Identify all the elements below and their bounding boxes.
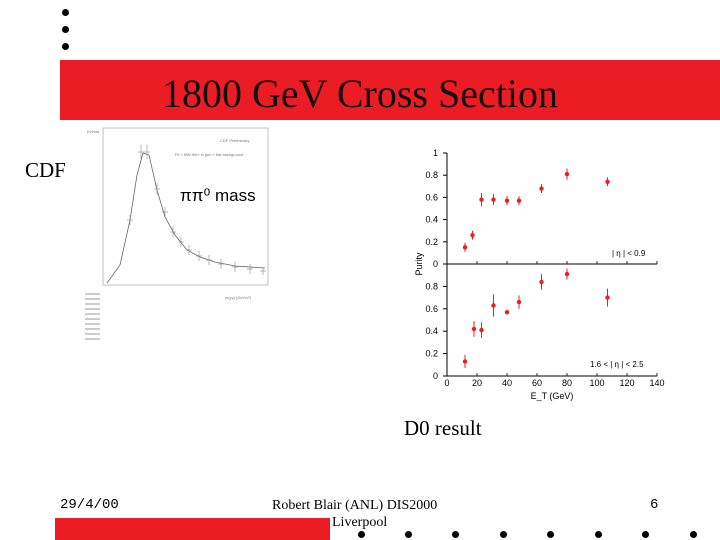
d0-purity-plot: 0 0.2 0.4 0.6 0.8 1 | η | < 0.9 0 0.2 0.4 0.6 0.8 1.… xyxy=(414,148,665,401)
d0-y-tick-label: 0.4 xyxy=(425,215,438,225)
d0-data-point xyxy=(564,171,570,177)
d0-y-tick-label: 0 xyxy=(433,259,438,269)
cdf-label: CDF xyxy=(25,158,66,182)
d0-data-point xyxy=(462,245,468,250)
footer-dot xyxy=(405,531,412,538)
bullet-dot xyxy=(62,26,69,33)
d0-data-point xyxy=(462,359,468,364)
d0-x-tick-label: 60 xyxy=(532,378,542,388)
d0-y-tick-label: 0.2 xyxy=(425,237,438,247)
cdf-fit-curve xyxy=(106,152,266,284)
pi-mass-label: ππ⁰ mass xyxy=(180,186,256,205)
footer-author: Robert Blair (ANL) DIS2000 Liverpool xyxy=(272,497,452,531)
d0-data-point xyxy=(479,197,484,202)
d0-data-point xyxy=(491,303,496,308)
d0-data-point xyxy=(539,279,544,285)
footer-dot xyxy=(500,531,507,538)
d0-y-tick-label: 0.4 xyxy=(425,326,438,336)
d0-caption: D0 result xyxy=(404,416,482,440)
d0-x-tick-label: 80 xyxy=(562,378,572,388)
d0-region-label: 1.6 < | η | < 2.5 xyxy=(590,360,644,369)
cdf-ylabel: Events xyxy=(87,129,99,134)
d0-data-point xyxy=(516,198,522,203)
d0-x-tick-label: 100 xyxy=(589,378,604,388)
d0-data-point xyxy=(479,327,484,333)
d0-y-tick-label: 0.8 xyxy=(425,281,438,291)
d0-data-point xyxy=(564,271,570,277)
d0-data-point xyxy=(605,295,610,300)
d0-y-tick-label: 0 xyxy=(433,371,438,381)
title-band xyxy=(60,60,720,120)
d0-y-tick-label: 0.6 xyxy=(425,192,438,202)
footer-dot xyxy=(690,531,697,538)
cdf-mass-plot: Events CDF Preliminary Fit = BW Bkt+ N g… xyxy=(85,127,269,340)
d0-y-label: Purity xyxy=(414,252,424,276)
d0-data-point xyxy=(470,232,475,238)
cdf-plot-frame xyxy=(102,127,269,286)
d0-data-point xyxy=(491,197,496,202)
d0-y-tick-label: 1 xyxy=(433,148,438,158)
footer-author-line1: Robert Blair (ANL) DIS2000 xyxy=(272,498,438,513)
d0-x-tick-label: 140 xyxy=(649,378,664,388)
d0-x-tick-label: 20 xyxy=(472,378,482,388)
d0-data-point xyxy=(605,179,610,185)
slide-title: 1800 GeV Cross Section xyxy=(162,71,558,116)
d0-data-point xyxy=(504,309,510,315)
d0-x-tick-label: 120 xyxy=(619,378,634,388)
footer-dot xyxy=(642,531,649,538)
footer-author-line2: Liverpool xyxy=(332,515,388,530)
footer-dot xyxy=(547,531,554,538)
d0-x-label: E_T (GeV) xyxy=(531,391,574,401)
d0-data-point xyxy=(504,198,510,203)
d0-x-tick-label: 0 xyxy=(444,378,449,388)
bullet-dot xyxy=(62,9,69,16)
bullet-dot xyxy=(62,43,69,50)
footer-date: 29/4/00 xyxy=(60,497,119,513)
d0-data-point xyxy=(471,326,477,332)
footer-dot xyxy=(452,531,459,538)
d0-data-point xyxy=(539,186,544,191)
footer-dot xyxy=(595,531,602,538)
cdf-stats-box xyxy=(85,293,100,340)
cdf-header-2: Fit = BW Bkt+ N gen + flat background xyxy=(175,152,243,157)
cdf-header-1: CDF Preliminary xyxy=(220,138,249,143)
cdf-data-points xyxy=(127,145,266,275)
d0-x-tick-label: 40 xyxy=(502,378,512,388)
d0-y-tick-label: 0.8 xyxy=(425,170,438,180)
d0-data-point xyxy=(516,299,522,305)
d0-y-tick-label: 0.2 xyxy=(425,349,438,359)
footer-dot xyxy=(358,531,365,538)
footer-band xyxy=(55,518,330,540)
d0-region-label: | η | < 0.9 xyxy=(612,249,646,258)
d0-y-tick-label: 0.6 xyxy=(425,304,438,314)
cdf-xlabel: m(γγ) [GeV/c²] xyxy=(225,295,251,300)
footer-page-number: 6 xyxy=(650,497,659,513)
